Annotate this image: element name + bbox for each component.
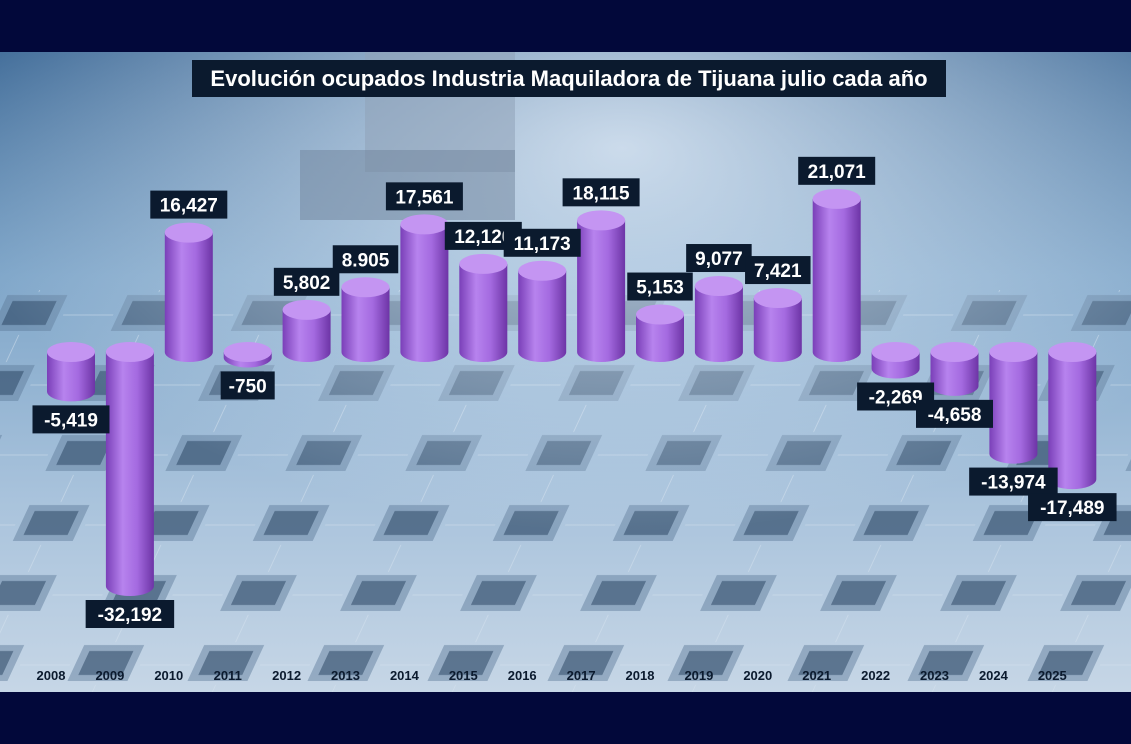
x-tick-2015: 2015: [449, 668, 478, 683]
bar-2019: [694, 276, 743, 362]
svg-text:5,802: 5,802: [283, 273, 331, 294]
x-tick-2023: 2023: [920, 668, 949, 683]
bar-2008: [47, 342, 95, 402]
data-label-2008: -5,419: [32, 405, 110, 434]
data-label-2010: 16,427: [150, 190, 228, 219]
x-tick-2022: 2022: [861, 668, 890, 683]
data-label-2020: 7,421: [745, 256, 811, 285]
data-label-2017: 18,115: [562, 178, 640, 207]
data-label-2025: -17,489: [1028, 493, 1117, 522]
data-label-2019: 9,077: [686, 244, 752, 273]
x-tick-2012: 2012: [272, 668, 301, 683]
data-label-2009: -32,192: [85, 600, 175, 628]
bar-2024: [989, 342, 1038, 464]
svg-text:-750: -750: [229, 376, 267, 397]
data-label-2011: -750: [220, 371, 275, 400]
svg-text:21,071: 21,071: [808, 162, 867, 183]
bar-2014: [400, 214, 449, 362]
x-tick-2013: 2013: [331, 668, 360, 683]
data-label-2013: 8.905: [332, 245, 399, 274]
data-label-2021: 21,071: [798, 156, 876, 185]
x-tick-2021: 2021: [802, 668, 831, 683]
x-tick-2009: 2009: [95, 668, 124, 683]
svg-text:5,153: 5,153: [636, 278, 684, 299]
labels-layer: -5,419-32,19216,427-7505,8028.90517,5611…: [32, 156, 1117, 628]
data-label-2016: 11,173: [503, 228, 581, 257]
x-tick-2011: 2011: [214, 668, 242, 683]
svg-text:17,561: 17,561: [395, 187, 454, 208]
bar-2013: [341, 277, 390, 362]
bar-2018: [636, 304, 684, 362]
svg-text:12,120: 12,120: [454, 227, 512, 248]
data-label-2018: 5,153: [627, 272, 693, 301]
bar-2015: [459, 253, 508, 362]
bar-2023: [930, 342, 979, 396]
x-tick-2008: 2008: [37, 668, 66, 683]
svg-text:9,077: 9,077: [695, 249, 743, 270]
x-tick-2019: 2019: [684, 668, 713, 683]
x-tick-2017: 2017: [567, 668, 596, 683]
svg-text:-4,658: -4,658: [928, 405, 982, 426]
bar-2009: [105, 342, 154, 596]
x-tick-2018: 2018: [626, 668, 655, 683]
x-tick-2020: 2020: [743, 668, 772, 683]
bar-2020: [753, 288, 802, 362]
svg-text:-5,419: -5,419: [44, 410, 98, 431]
bar-2011: [223, 342, 272, 368]
x-tick-2024: 2024: [979, 668, 1009, 683]
bar-2022: [871, 342, 920, 379]
bar-2025: [1048, 342, 1097, 490]
bar-2021: [812, 188, 861, 362]
svg-text:-32,192: -32,192: [98, 605, 162, 626]
bar-2010: [164, 222, 213, 362]
bars-layer: [47, 188, 1097, 596]
svg-text:-17,489: -17,489: [1040, 498, 1104, 519]
bar-2012: [282, 299, 331, 362]
bar-2017: [577, 210, 626, 362]
x-tick-2014: 2014: [390, 668, 420, 683]
svg-text:-2,269: -2,269: [869, 387, 923, 408]
x-axis: 2008 2009 2010 2011 2012 2013 2014 2015 2016 2017…: [37, 668, 1067, 683]
svg-text:7,421: 7,421: [754, 261, 802, 282]
data-label-2023: -4,658: [916, 399, 993, 428]
data-label-2012: 5,802: [273, 267, 340, 296]
svg-text:-13,974: -13,974: [981, 473, 1046, 494]
svg-text:11,173: 11,173: [514, 234, 571, 255]
svg-text:8.905: 8.905: [342, 250, 390, 271]
bar-2016: [518, 260, 567, 362]
svg-text:16,427: 16,427: [160, 196, 218, 217]
chart-title: Evolución ocupados Industria Maquiladora…: [192, 60, 946, 97]
x-tick-2010: 2010: [154, 668, 183, 683]
x-tick-2025: 2025: [1038, 668, 1067, 683]
data-label-2024: -13,974: [969, 467, 1058, 496]
data-label-2014: 17,561: [385, 182, 463, 211]
svg-text:18,115: 18,115: [573, 183, 630, 204]
x-tick-2016: 2016: [508, 668, 537, 683]
